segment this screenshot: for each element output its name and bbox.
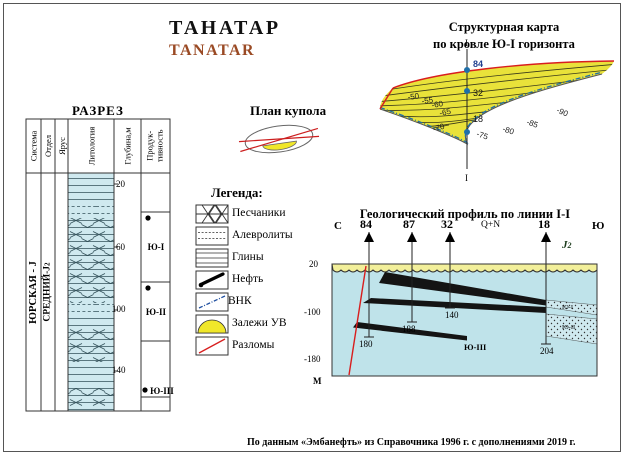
svg-text:32: 32 — [473, 88, 483, 98]
svg-text:-50: -50 — [407, 91, 420, 102]
svg-text:84: 84 — [473, 59, 483, 69]
svg-text:-70: -70 — [432, 122, 446, 134]
svg-text:-85: -85 — [525, 117, 539, 130]
svg-text:-65: -65 — [439, 107, 453, 118]
svg-text:I: I — [465, 173, 468, 183]
svg-text:-55: -55 — [421, 95, 434, 106]
svg-text:-60: -60 — [431, 99, 444, 110]
svg-text:-80: -80 — [501, 124, 515, 136]
svg-text:-75: -75 — [475, 129, 489, 141]
svg-text:-90: -90 — [555, 106, 570, 119]
svg-text:18: 18 — [473, 114, 483, 124]
